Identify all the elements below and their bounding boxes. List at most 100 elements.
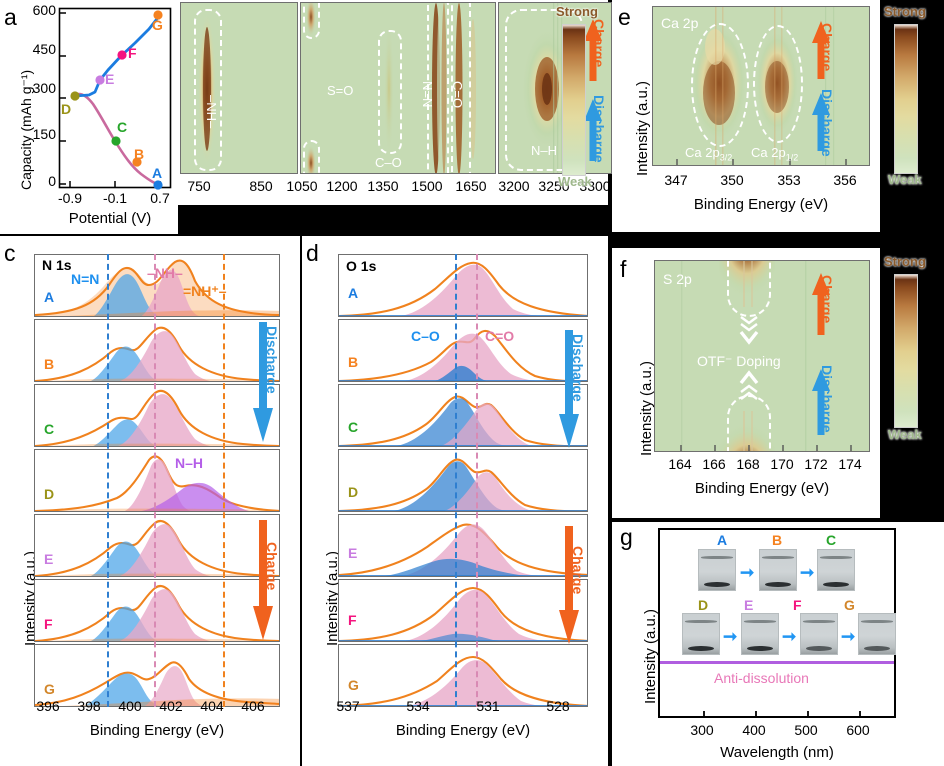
panel-d-xlabel: Binding Energy (eV) (395, 722, 531, 739)
panel-d-xtick-528: 528 (546, 698, 570, 714)
panel-f-colorbar-high: Strong (884, 254, 926, 269)
panel-b-peak-nh-bend: –NH– (204, 95, 219, 129)
panel-a-ytick-0: 0 (48, 173, 56, 189)
panel-c-rowlabel-G: G (44, 681, 55, 697)
panel-d-rowlabel-C: C (348, 419, 359, 435)
panel-c-comp-nh2: N–H (175, 455, 204, 471)
panel-c-row-C: C (34, 384, 280, 447)
panel-g-vial-B-sediment (765, 582, 791, 588)
panel-a-point-label-D: D (61, 101, 72, 117)
panel-c-xtick-396: 396 (36, 698, 60, 714)
panel-e-peak1-sub: 3/2 (719, 152, 733, 163)
panel-e-ylabel: Intensity (a.u.) (634, 80, 651, 176)
panel-g-vial-F (800, 613, 838, 655)
panel-b-heatmap-seg3: N–H Charge Discharge (498, 2, 612, 174)
panel-b-peak-co-single: C–O (375, 155, 402, 170)
panel-c-rowlabel-B: B (44, 356, 55, 372)
panel-c-guideline-nn (107, 254, 109, 707)
panel-f-colorbar (894, 274, 918, 428)
panel-d-discharge-label: Discharge (570, 334, 586, 402)
panel-e-peak2-text: Ca 2p (751, 145, 786, 160)
panel-c-charge-arrow (253, 520, 273, 640)
panel-f-xtick-170: 170 (770, 456, 794, 472)
panel-b-xtick-1050: 1050 (286, 178, 318, 194)
panel-g-trace (660, 661, 894, 664)
panel-e-xlabel: Binding Energy (eV) (693, 196, 829, 213)
panel-f-discharge-label: Discharge (819, 365, 835, 433)
panel-f-annotation: OTF⁻ Doping (697, 353, 781, 369)
panel-b-xtick-3200: 3200 (498, 178, 530, 194)
panel-c-comp-nhplus: =NH⁺– (183, 283, 227, 299)
panel-d-title: O 1s (346, 258, 377, 274)
panel-a-point-label-F: F (128, 45, 137, 61)
panel-b-roi-so-bottom (303, 140, 320, 173)
panel-g-arrow-AB: ➞ (740, 563, 755, 582)
panel-c-comp-nn: N=N (71, 271, 100, 287)
panel-g-sample-label-G: G (844, 597, 855, 613)
panel-e-charge-label: Charge (819, 23, 835, 72)
panel-d-row-G: G (338, 644, 588, 707)
panel-f-doping-up-icon (739, 370, 759, 400)
panel-c: c Intensity (a.u.) N 1s N=N –NH– =NH⁺– A (0, 236, 300, 766)
panel-f-doping-down-icon (739, 316, 759, 345)
panel-a-point-label-B: B (134, 146, 145, 162)
panel-d-comp-co-double: C=O (485, 328, 515, 344)
panel-c-xtick-398: 398 (77, 698, 101, 714)
panel-g-vial-E (741, 613, 779, 655)
panel-a-ytick-150: 150 (32, 126, 56, 142)
panel-g-vial-C-sediment (823, 582, 849, 588)
panel-c-discharge-label: Discharge (264, 326, 280, 394)
panel-g-label: g (620, 524, 633, 550)
panel-d-row-D: D (338, 449, 588, 512)
panel-f-label: f (620, 256, 627, 282)
panel-b-peak-nh-stretch: N–H (531, 143, 558, 158)
panel-b-xtick-1650: 1650 (455, 178, 487, 194)
panel-b-heatmap-seg1: –NH– (180, 2, 298, 174)
panel-c-charge-label: Charge (264, 542, 280, 591)
panel-g-xtick-400: 400 (742, 722, 766, 738)
panel-g-vial-C-meniscus (820, 555, 852, 559)
panel-d-row-C: C (338, 384, 588, 447)
panel-f-discharge-arrow (812, 369, 830, 435)
panel-g-vial-B-meniscus (762, 555, 794, 559)
panel-a-ytick-300: 300 (32, 80, 56, 96)
panel-g-vial-G-meniscus (861, 619, 893, 623)
panel-d-row-A: O 1s A (338, 254, 588, 317)
panel-f-xlabel: Binding Energy (eV) (694, 480, 830, 497)
panel-c-row-B: B (34, 319, 280, 382)
panel-c-discharge-arrow (253, 322, 273, 442)
panel-e-xtick-350: 350 (720, 172, 744, 188)
panel-b-roi-co-double (451, 3, 471, 173)
panel-c-rowlabel-E: E (44, 551, 54, 567)
panel-f-xtick-168: 168 (736, 456, 760, 472)
panel-g-arrow-DE: ➞ (723, 627, 738, 646)
panel-g-plot: A B C ➞ ➞ D E F G ➞ ➞ (658, 528, 896, 718)
panel-g-note: Anti-dissolution (714, 670, 809, 686)
panel-g-sample-label-E: E (744, 597, 754, 613)
panel-f-roi-bottom (727, 395, 771, 451)
panel-f-charge-arrow (812, 273, 830, 335)
panel-f-xtick-164: 164 (668, 456, 692, 472)
panel-g-xtick-300: 300 (690, 722, 714, 738)
panel-g-vial-A-meniscus (701, 555, 733, 559)
panel-g-vial-F-meniscus (803, 619, 835, 623)
panel-g-vial-D-sediment (688, 646, 714, 652)
panel-c-row-G: G (34, 644, 280, 707)
panel-b-xtick-750: 750 (187, 178, 211, 194)
panel-d-xtick-537: 537 (336, 698, 360, 714)
panel-b-heatmap-seg2: S=O C–O N=N C=O (300, 2, 496, 174)
panel-d-stack: O 1s A C–O C=O B C (338, 254, 588, 707)
panel-c-rowlabel-D: D (44, 486, 55, 502)
panel-b-xtick-1350: 1350 (367, 178, 399, 194)
panel-f-xtick-166: 166 (702, 456, 726, 472)
panel-c-xtick-404: 404 (200, 698, 224, 714)
panel-g-vial-E-meniscus (744, 619, 776, 623)
panel-d-comp-co-single: C–O (411, 328, 440, 344)
panel-b-peak-nn: N=N (420, 81, 435, 108)
panel-d-guideline-co-single (455, 254, 457, 707)
panel-g-sample-label-C: C (826, 532, 837, 548)
panel-d-rowlabel-E: E (348, 545, 358, 561)
panel-a: a Capacity (mAh g⁻¹) 600 450 300 150 0 A… (0, 0, 178, 234)
panel-b-charge-arrow (584, 19, 602, 81)
panel-f: f Intensity (a.u.) (612, 248, 880, 518)
